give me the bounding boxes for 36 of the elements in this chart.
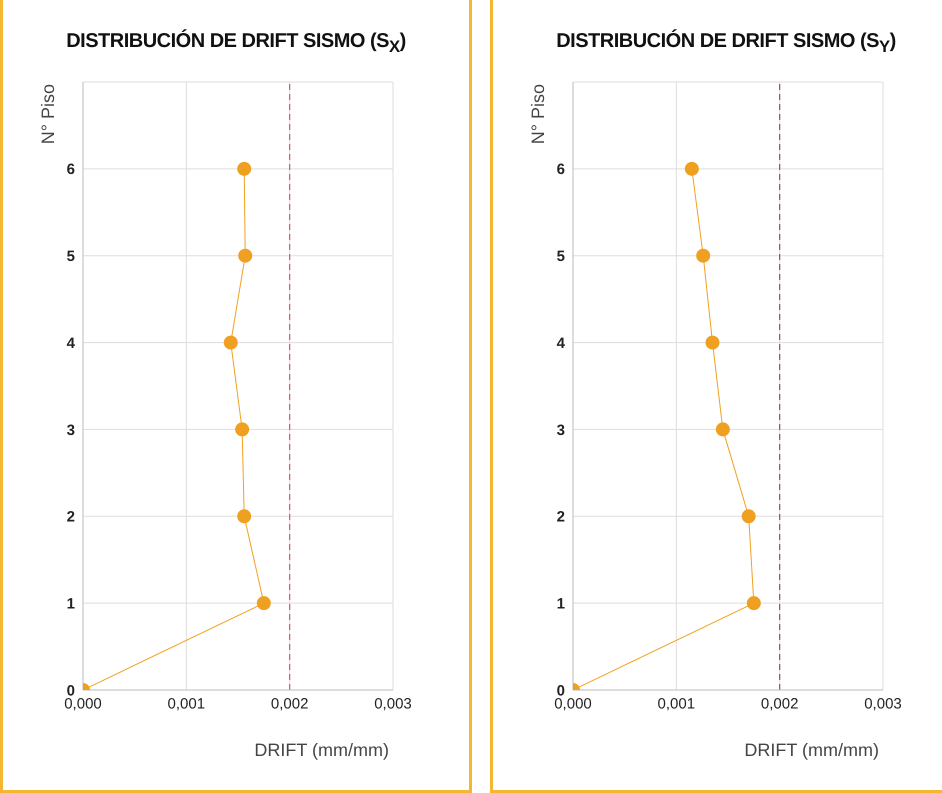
y-tick-label: 4: [66, 334, 76, 352]
point: [716, 422, 730, 436]
y-axis-title: N° Piso: [528, 84, 548, 144]
x-tick-label: 0,001: [168, 696, 206, 713]
chart-title: DISTRIBUCIÓN DE DRIFT SISMO (S$_{X}$): [65, 30, 407, 57]
point: [235, 422, 250, 436]
point: [224, 336, 238, 350]
point: [237, 162, 252, 176]
x-tick-label: 0,002: [760, 696, 798, 713]
y-tick-label: 6: [66, 161, 75, 178]
point: [684, 162, 699, 176]
y-tick-label: 3: [66, 422, 75, 439]
chart-title: DISTRIBUCIÓN DE DRIFT SISMO (S$_{Y}$): [555, 30, 897, 57]
y-tick-label: 5: [66, 248, 75, 266]
y-axis-title: N° Piso: [38, 84, 58, 144]
y-tick-label: 6: [556, 161, 565, 178]
point: [706, 336, 720, 350]
y-tick-label: 3: [556, 422, 565, 439]
y-tick-label: 5: [556, 248, 565, 266]
x-axis-title: DRIFT (mm/mm): [744, 740, 879, 760]
x-tick-label: 0,002: [270, 696, 308, 713]
y-tick-label: 1: [66, 595, 75, 612]
point: [696, 248, 710, 263]
point: [238, 248, 252, 263]
y-tick-label: 4: [556, 334, 566, 352]
y-tick-label: 2: [556, 508, 565, 526]
point: [256, 596, 271, 610]
x-tick-label: 0,001: [658, 696, 696, 713]
y-tick-label: 2: [66, 508, 75, 526]
x-tick-label: 0,003: [374, 696, 412, 713]
x-tick-label: 0,003: [864, 696, 902, 713]
y-tick-label: 1: [556, 595, 565, 612]
point: [237, 509, 252, 524]
point: [746, 596, 761, 610]
point: [742, 509, 756, 524]
x-axis-title: DRIFT (mm/mm): [254, 740, 389, 760]
